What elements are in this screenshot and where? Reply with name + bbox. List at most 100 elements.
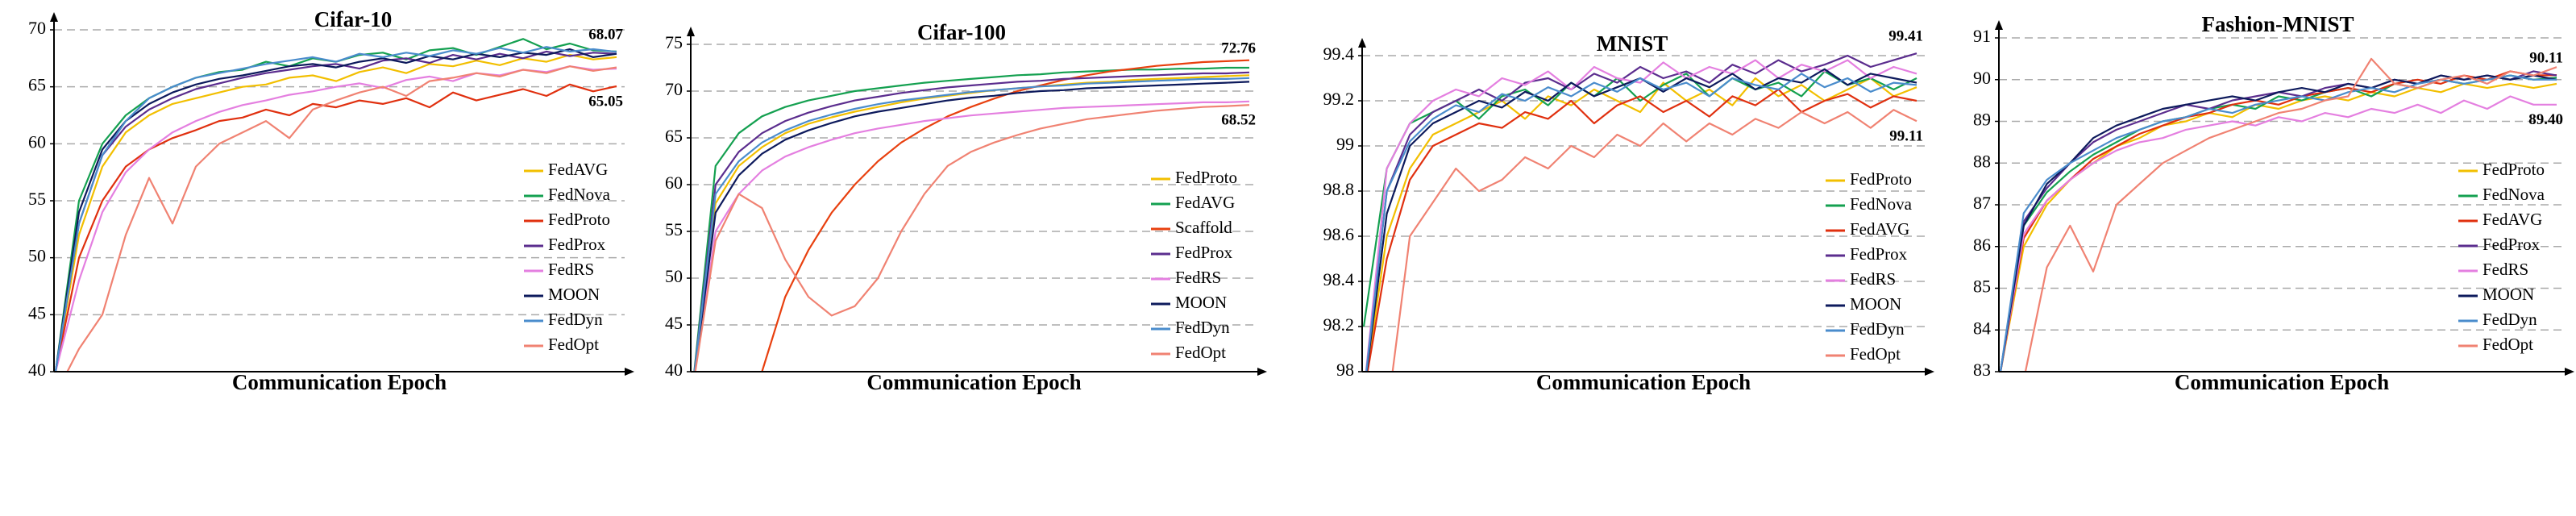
y-tick-label: 98: [1336, 360, 1354, 380]
y-tick-label: 89: [1973, 110, 1991, 130]
legend-label: FedProx: [2483, 235, 2541, 254]
annotation: 99.11: [1889, 128, 1923, 145]
legend-label: FedProto: [1850, 169, 1912, 189]
y-tick-label: 55: [665, 219, 683, 239]
legend-label: FedProto: [2483, 160, 2545, 179]
y-tick-label: 40: [28, 360, 46, 380]
annotation: 72.76: [1221, 40, 1256, 56]
legend-label: FedAVG: [1175, 193, 1235, 212]
x-axis-arrow: [1925, 368, 1934, 376]
series-line: [1365, 73, 1917, 372]
y-tick-label: 98.2: [1323, 314, 1355, 335]
legend-label: FedAVG: [2483, 210, 2542, 229]
series-line: [66, 65, 617, 372]
legend-label: FedProto: [1175, 168, 1237, 187]
y-tick-label: 45: [665, 313, 683, 333]
y-tick-label: 84: [1973, 318, 1991, 338]
legend-label: FedNova: [2483, 185, 2545, 204]
y-axis-arrow: [1358, 38, 1366, 48]
y-axis-arrow: [687, 27, 695, 36]
legend-label: MOON: [548, 285, 600, 304]
x-axis-arrow: [1257, 368, 1267, 376]
y-tick-label: 88: [1973, 151, 1991, 171]
legend-label: FedNova: [1850, 194, 1913, 214]
series-line: [693, 77, 1250, 372]
series-line: [761, 59, 1250, 372]
y-tick-label: 40: [665, 360, 683, 380]
annotation: 68.52: [1221, 112, 1256, 129]
y-tick-label: 75: [665, 32, 683, 52]
y-tick-label: 60: [665, 173, 683, 193]
chart-title: Fashion-MNIST: [2201, 12, 2354, 36]
legend-label: FedOpt: [1850, 344, 1901, 364]
y-axis-arrow: [1995, 20, 2003, 30]
series-line: [1365, 59, 1917, 372]
annotation: 89.40: [2528, 111, 2563, 128]
annotation: 90.11: [2529, 49, 2563, 66]
y-tick-label: 99.2: [1323, 89, 1355, 109]
x-axis-arrow: [2565, 368, 2574, 376]
series-line: [693, 66, 1249, 372]
legend-label: FedNova: [548, 185, 611, 204]
series-line: [693, 81, 1250, 372]
y-tick-label: 50: [28, 246, 46, 266]
y-tick-label: 50: [665, 266, 683, 286]
x-axis-label: Communication Epoch: [2175, 370, 2389, 394]
legend-label: MOON: [1850, 294, 1901, 314]
series-line: [1366, 88, 1917, 372]
series-line: [54, 50, 617, 372]
legend-label: FedDyn: [548, 310, 603, 329]
y-tick-label: 55: [28, 189, 46, 209]
legend-label: FedRS: [1850, 269, 1896, 289]
legend-label: FedProx: [548, 235, 606, 254]
annotation: 99.41: [1888, 28, 1923, 45]
plot-area: [693, 59, 1250, 372]
legend-label: FedProx: [1175, 243, 1233, 262]
x-axis-arrow: [625, 368, 634, 376]
y-tick-label: 98.4: [1323, 269, 1355, 289]
x-axis-label: Communication Epoch: [232, 370, 447, 394]
plot-area: [1362, 52, 1917, 372]
legend-label: FedOpt: [2483, 335, 2533, 354]
y-tick-label: 91: [1973, 26, 1991, 46]
series-line: [1999, 74, 2557, 372]
legend-label: FedAVG: [548, 160, 608, 179]
chart-title: Cifar-10: [314, 7, 392, 31]
y-tick-label: 45: [28, 302, 46, 322]
series-line: [1999, 74, 2557, 372]
annotation: 68.07: [588, 27, 623, 44]
series-line: [54, 46, 617, 372]
chart-title: Cifar-100: [917, 20, 1006, 44]
y-tick-label: 83: [1973, 360, 1991, 380]
x-axis-label: Communication Epoch: [866, 370, 1081, 394]
y-tick-label: 98.6: [1323, 224, 1355, 244]
series-line: [1999, 95, 2557, 372]
y-tick-label: 70: [665, 79, 683, 99]
series-line: [693, 71, 1250, 372]
y-axis-arrow: [50, 12, 58, 22]
legend-label: MOON: [2483, 285, 2534, 304]
legend-label: FedRS: [1175, 268, 1221, 287]
legend-label: FedDyn: [1850, 319, 1905, 339]
chart-title: MNIST: [1597, 31, 1668, 56]
series-line: [1365, 52, 1917, 372]
y-tick-label: 60: [28, 131, 46, 152]
legend-label: FedDyn: [2483, 310, 2537, 329]
legend-label: FedRS: [2483, 260, 2528, 279]
legend-label: FedDyn: [1175, 318, 1230, 337]
y-tick-label: 86: [1973, 235, 1991, 255]
legend-label: FedProx: [1850, 244, 1908, 264]
legend-label: Scaffold: [1175, 218, 1232, 237]
annotation: 65.05: [588, 93, 623, 110]
y-tick-label: 90: [1973, 68, 1991, 88]
y-tick-label: 99.4: [1323, 44, 1355, 64]
plot-area: [54, 38, 617, 372]
legend-label: FedProto: [548, 210, 610, 229]
x-axis-label: Communication Epoch: [1536, 370, 1751, 394]
y-tick-label: 70: [28, 18, 46, 38]
y-tick-label: 65: [28, 75, 46, 95]
y-tick-label: 85: [1973, 277, 1991, 297]
legend-label: FedRS: [548, 260, 594, 279]
